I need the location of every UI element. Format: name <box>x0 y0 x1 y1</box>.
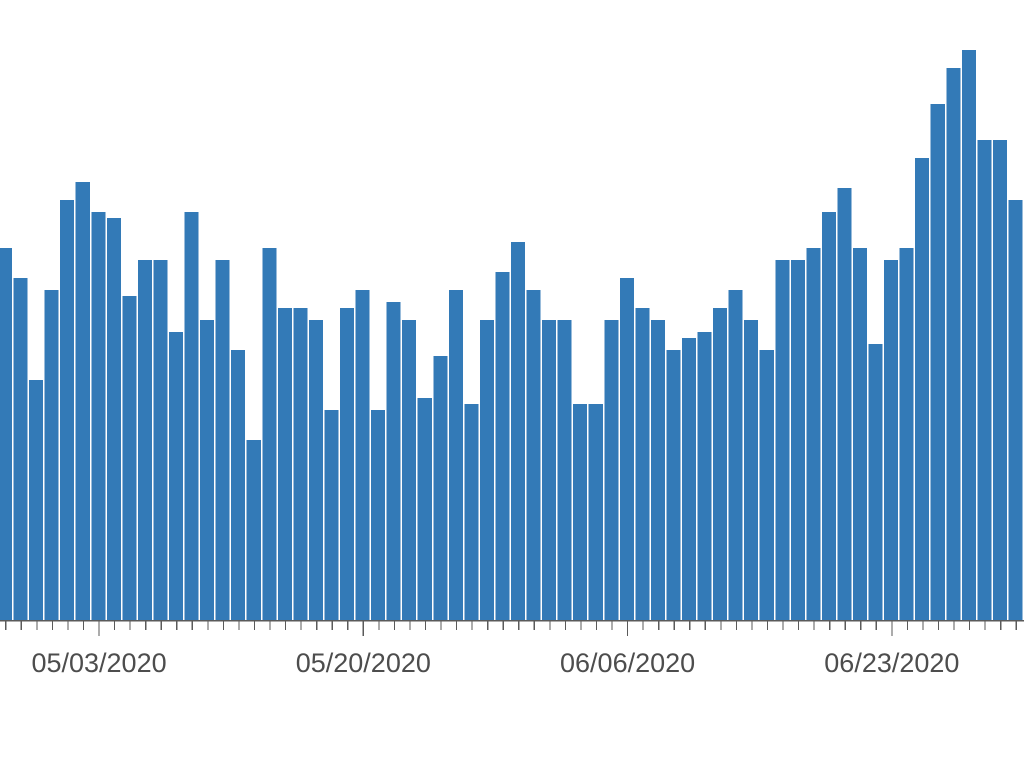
bar <box>527 290 541 620</box>
bar <box>915 158 929 620</box>
bar <box>853 248 867 620</box>
bar <box>884 260 898 620</box>
bar <box>247 440 261 620</box>
bar <box>433 356 447 620</box>
bar <box>91 212 105 620</box>
bar <box>464 404 478 620</box>
bar <box>837 188 851 620</box>
bar <box>900 248 914 620</box>
bar <box>60 200 74 620</box>
x-tick-label: 06/23/2020 <box>824 648 959 678</box>
bar <box>231 350 245 620</box>
bar <box>153 260 167 620</box>
bar <box>977 140 991 620</box>
bar <box>495 272 509 620</box>
bar <box>402 320 416 620</box>
bar <box>620 278 634 620</box>
bar <box>278 308 292 620</box>
bar <box>309 320 323 620</box>
bar <box>324 410 338 620</box>
bar <box>356 290 370 620</box>
bar <box>666 350 680 620</box>
bar <box>480 320 494 620</box>
bar <box>651 320 665 620</box>
bar <box>604 320 618 620</box>
bar <box>76 182 90 620</box>
x-tick-label: 06/06/2020 <box>560 648 695 678</box>
bar <box>822 212 836 620</box>
bar <box>418 398 432 620</box>
bar <box>962 50 976 620</box>
bar <box>29 380 43 620</box>
bar <box>744 320 758 620</box>
bar <box>806 248 820 620</box>
bar <box>760 350 774 620</box>
bar <box>698 332 712 620</box>
bar <box>45 290 59 620</box>
bar <box>542 320 556 620</box>
bar <box>791 260 805 620</box>
bar <box>713 308 727 620</box>
bar <box>371 410 385 620</box>
bar <box>558 320 572 620</box>
x-tick-label: 05/20/2020 <box>296 648 431 678</box>
bar <box>931 104 945 620</box>
bar <box>293 308 307 620</box>
bar <box>869 344 883 620</box>
bar <box>107 218 121 620</box>
bar <box>14 278 28 620</box>
bar <box>729 290 743 620</box>
bar <box>387 302 401 620</box>
bar <box>635 308 649 620</box>
bar <box>200 320 214 620</box>
x-tick-label: 05/03/2020 <box>31 648 166 678</box>
bar <box>0 248 12 620</box>
bar <box>589 404 603 620</box>
bar <box>262 248 276 620</box>
bar <box>169 332 183 620</box>
bar <box>775 260 789 620</box>
chart-svg: 05/03/2020 05/20/2020 06/06/2020 06/23/2020 <box>0 0 1024 767</box>
bar <box>449 290 463 620</box>
bar <box>216 260 230 620</box>
bar <box>946 68 960 620</box>
bar <box>511 242 525 620</box>
bar <box>122 296 136 620</box>
bar <box>682 338 696 620</box>
time-series-bar-chart: 05/03/2020 05/20/2020 06/06/2020 06/23/2020 <box>0 0 1024 767</box>
bar <box>1008 200 1022 620</box>
bar <box>340 308 354 620</box>
bar <box>185 212 199 620</box>
bar <box>993 140 1007 620</box>
bar <box>138 260 152 620</box>
bar <box>573 404 587 620</box>
